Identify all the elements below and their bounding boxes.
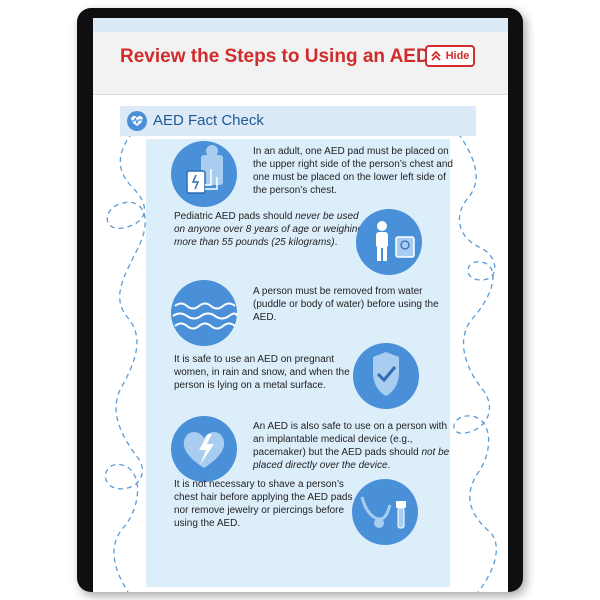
shield-check-icon [353,343,419,409]
page-title: Review the Steps to Using an AED [120,46,430,67]
fact-5-text: An AED is also safe to use on a person w… [253,420,453,472]
heart-device-icon [171,416,237,482]
screen: Review the Steps to Using an AED Hide AE… [93,18,508,592]
fact-4-text: It is safe to use an AED on pregnant wom… [174,354,350,391]
aed-pad-placement-icon [171,141,237,207]
page-header: Review the Steps to Using an AED Hide [93,32,508,95]
fact-check-section-header: AED Fact Check [120,106,476,136]
dashed-path-decoration [104,125,497,592]
hide-button[interactable]: Hide [425,45,475,67]
jewelry-razor-icon [352,479,418,545]
fact-6-text: It is not necessary to shave a person’s … [174,479,353,529]
top-banner-strip [93,18,508,38]
fact-3-text: A person must be removed from water (pud… [253,286,439,323]
fact-1-text: In an adult, one AED pad must be placed … [253,146,453,196]
section-title: AED Fact Check [153,112,264,129]
hide-button-label: Hide [445,50,470,62]
double-chevron-up-icon [430,51,441,61]
heartbeat-icon [127,111,147,131]
fact-2-text-start: Pediatric AED pads should [174,211,296,222]
fact-5-text-end: . [387,460,391,471]
fact-2-text-end: . [334,237,338,248]
pediatric-scale-icon [356,209,422,275]
fact-5-text-start: An AED is also safe to use on a person w… [253,421,447,458]
fact-5-text-italic: not be placed directly over the device [253,447,450,471]
fact-2-text: Pediatric AED pads should never be used … [174,210,370,249]
fact-2-text-italic: never be used on anyone over 8 years of … [174,211,364,248]
water-icon [171,280,237,346]
